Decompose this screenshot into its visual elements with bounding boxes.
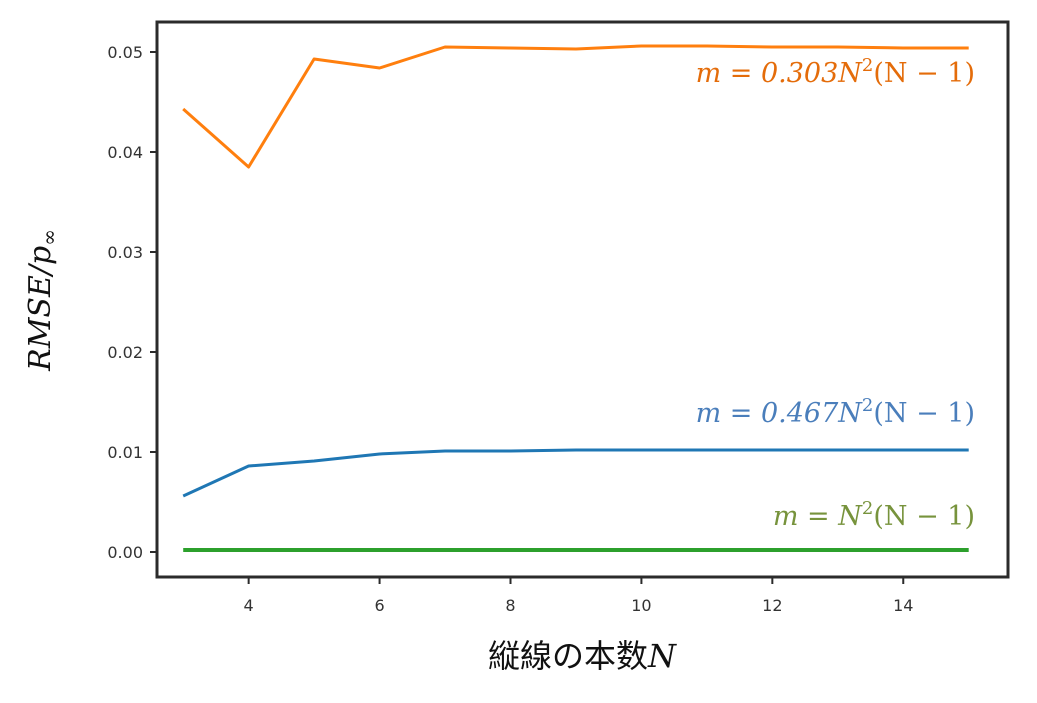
y-tick-label: 0.02 (107, 343, 143, 362)
y-tick-label: 0.05 (107, 43, 143, 62)
y-axis-label: RMSE/p∞ (23, 229, 61, 372)
x-tick-label: 8 (505, 596, 515, 615)
plot-background (157, 22, 1008, 577)
y-tick-label: 0.00 (107, 543, 143, 562)
y-tick-label: 0.04 (107, 143, 143, 162)
series-annotation-2: m = 0.467N2(N − 1) (696, 395, 975, 429)
series-line-1 (182, 44, 969, 169)
y-axis-label-subscript: ∞ (37, 229, 61, 246)
y-axis-label-p: p (23, 246, 58, 265)
plot-frame (155, 20, 1010, 579)
y-tick-label: 0.01 (107, 443, 143, 462)
y-axis-label-separator: / (23, 262, 58, 278)
series-annotation-3: m = N2(N − 1) (773, 498, 975, 532)
x-axis-label-variable: N (647, 637, 677, 675)
series-annotation-1: m = 0.303N2(N − 1) (696, 55, 975, 89)
x-axis-label-main: 縦線の本数 (488, 637, 648, 675)
series-line-2 (182, 448, 969, 498)
series-annotations: m = 0.303N2(N − 1) m = 0.467N2(N − 1) m = … (696, 55, 975, 532)
y-axis-ticks: 0.00 0.01 0.02 0.03 0.04 0.05 (107, 43, 157, 562)
x-tick-label: 4 (244, 596, 254, 615)
x-tick-label: 14 (893, 596, 913, 615)
x-tick-label: 12 (762, 596, 782, 615)
y-tick-label: 0.03 (107, 243, 143, 262)
series-layer (182, 44, 969, 552)
x-tick-label: 10 (631, 596, 651, 615)
x-tick-label: 6 (374, 596, 384, 615)
plot-area (157, 22, 1008, 577)
y-axis-label-main: RMSE (23, 275, 58, 372)
x-axis-label: 縦線の本数N (488, 637, 677, 675)
